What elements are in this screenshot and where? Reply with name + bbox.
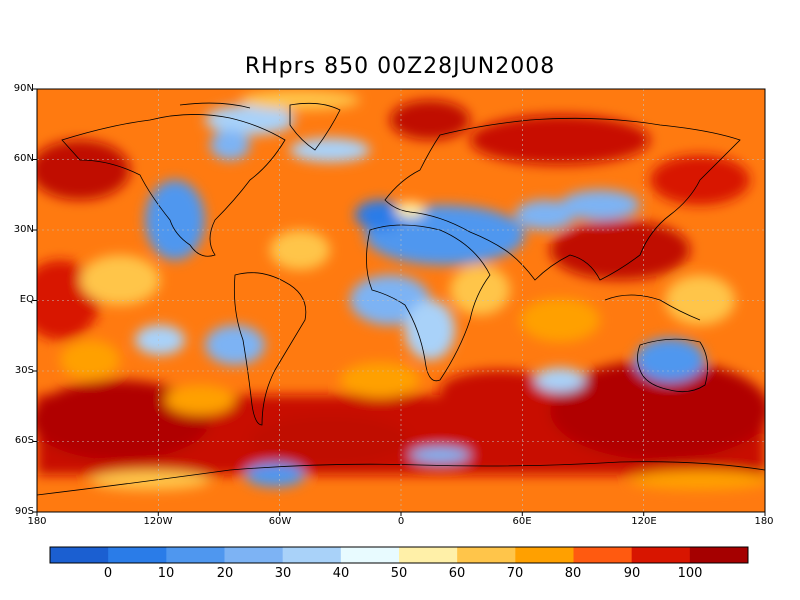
lon-label-120e: 120E [631,516,657,527]
colorbar-swatch [224,547,284,563]
coastlines [37,102,765,496]
lat-label-60n: 60N [13,153,34,164]
map-title: RHprs 850 00Z28JUN2008 [244,54,556,79]
colorbar-label: 100 [677,566,703,581]
lat-label-90n: 90N [13,83,34,94]
colorbar [50,547,749,563]
colorbar-swatch [399,547,458,563]
rh-field [37,89,765,512]
colorbar-label: 90 [623,566,641,581]
lon-label-180e: 180 [754,516,774,527]
colorbar-swatch [50,547,109,563]
lon-label-60e: 60E [512,516,532,527]
colorbar-swatch [457,547,516,563]
colorbar-swatch [573,547,633,563]
colorbar-label: 80 [564,566,582,581]
colorbar-label: 60 [448,566,466,581]
colorbar-swatch [108,547,167,563]
colorbar-swatch [515,547,574,563]
colorbar-label: 70 [506,566,524,581]
lon-label-120w: 120W [143,516,173,527]
axis-ticks [33,88,766,516]
colorbar-swatch [631,547,691,563]
colorbar-label: 20 [216,566,234,581]
gridlines [37,89,765,512]
lat-label-30s: 30S [14,365,34,376]
colorbar-label: 50 [390,566,408,581]
colorbar-frame [49,546,749,564]
colorbar-label: 10 [157,566,175,581]
colorbar-label: 0 [103,566,113,581]
lat-label-30n: 30N [13,224,34,235]
lon-label-0: 0 [397,516,405,527]
colorbar-label: 30 [274,566,292,581]
colorbar-swatch [340,547,400,563]
colorbar-swatch [689,547,749,563]
lat-label-90s: 90S [14,506,34,517]
lat-label-60s: 60S [14,435,34,446]
colorbar-swatch [166,547,225,563]
lon-label-180w: 180 [27,516,47,527]
colorbar-label: 40 [332,566,350,581]
lat-label-eq: EQ [19,294,34,305]
lon-label-60w: 60W [268,516,292,527]
colorbar-swatch [282,547,342,563]
